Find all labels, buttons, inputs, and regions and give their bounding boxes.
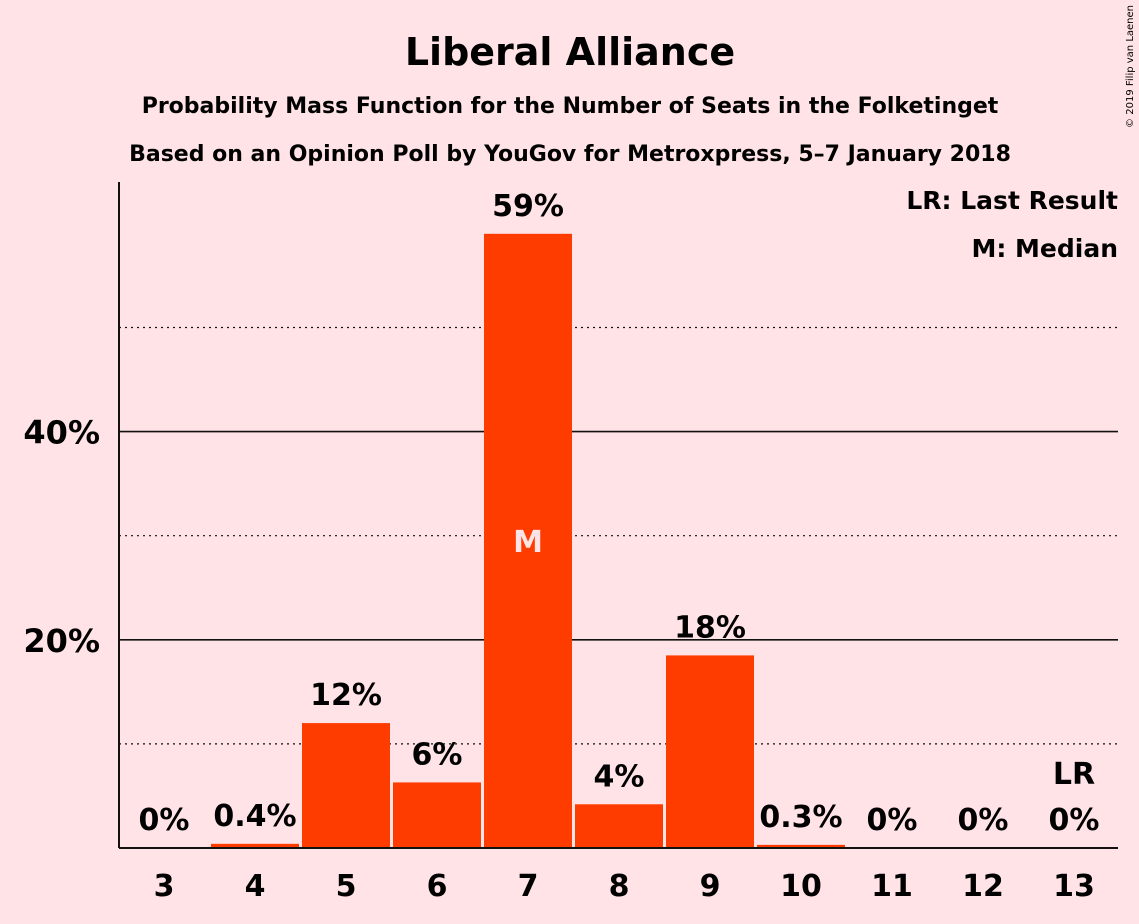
bar xyxy=(393,782,481,848)
chart-subtitle-2: Based on an Opinion Poll by YouGov for M… xyxy=(129,142,1011,167)
bar xyxy=(575,804,663,848)
bar xyxy=(666,655,754,848)
data-label: 0% xyxy=(958,803,1009,838)
data-label: 12% xyxy=(310,678,382,713)
data-label: 0.3% xyxy=(759,800,842,835)
chart-title: Liberal Alliance xyxy=(405,30,735,74)
x-tick-label: 7 xyxy=(518,869,539,904)
chart-subtitle-1: Probability Mass Function for the Number… xyxy=(142,94,999,119)
x-tick-label: 3 xyxy=(154,869,175,904)
bar xyxy=(302,723,390,848)
x-tick-label: 6 xyxy=(427,869,448,904)
x-tick-label: 13 xyxy=(1053,869,1095,904)
gridlines: 20% 40% xyxy=(23,326,1118,745)
x-tick-label: 4 xyxy=(245,869,266,904)
data-label: 4% xyxy=(594,759,645,794)
data-label: 59% xyxy=(492,189,564,224)
data-label: 0% xyxy=(1049,803,1100,838)
median-marker: M xyxy=(513,525,543,560)
legend-last-result: LR: Last Result xyxy=(906,186,1118,215)
y-tick-label: 20% xyxy=(23,622,100,660)
axes xyxy=(118,182,1118,849)
data-labels: 0% 3 0.4% 4 12% 5 6% 6 59% 7 M 4% 8 18% 9 0.3% 10 0% 11 0% 1… xyxy=(139,189,1100,904)
bar xyxy=(484,233,572,848)
y-tick-label: 40% xyxy=(23,414,100,452)
bars xyxy=(211,233,845,848)
x-tick-label: 10 xyxy=(780,869,822,904)
x-tick-label: 8 xyxy=(609,869,630,904)
data-label: 18% xyxy=(674,610,746,645)
copyright-text: © 2019 Filip van Laenen xyxy=(1125,5,1136,128)
x-tick-label: 9 xyxy=(700,869,721,904)
x-tick-label: 12 xyxy=(962,869,1004,904)
data-label: 0% xyxy=(867,803,918,838)
data-label: 0% xyxy=(139,803,190,838)
bar xyxy=(757,844,845,848)
x-tick-label: 5 xyxy=(336,869,357,904)
data-label: 0.4% xyxy=(213,799,296,834)
last-result-marker: LR xyxy=(1053,757,1095,792)
bar xyxy=(211,843,299,848)
data-label: 6% xyxy=(412,737,463,772)
x-tick-label: 11 xyxy=(871,869,913,904)
legend-median: M: Median xyxy=(971,234,1118,263)
